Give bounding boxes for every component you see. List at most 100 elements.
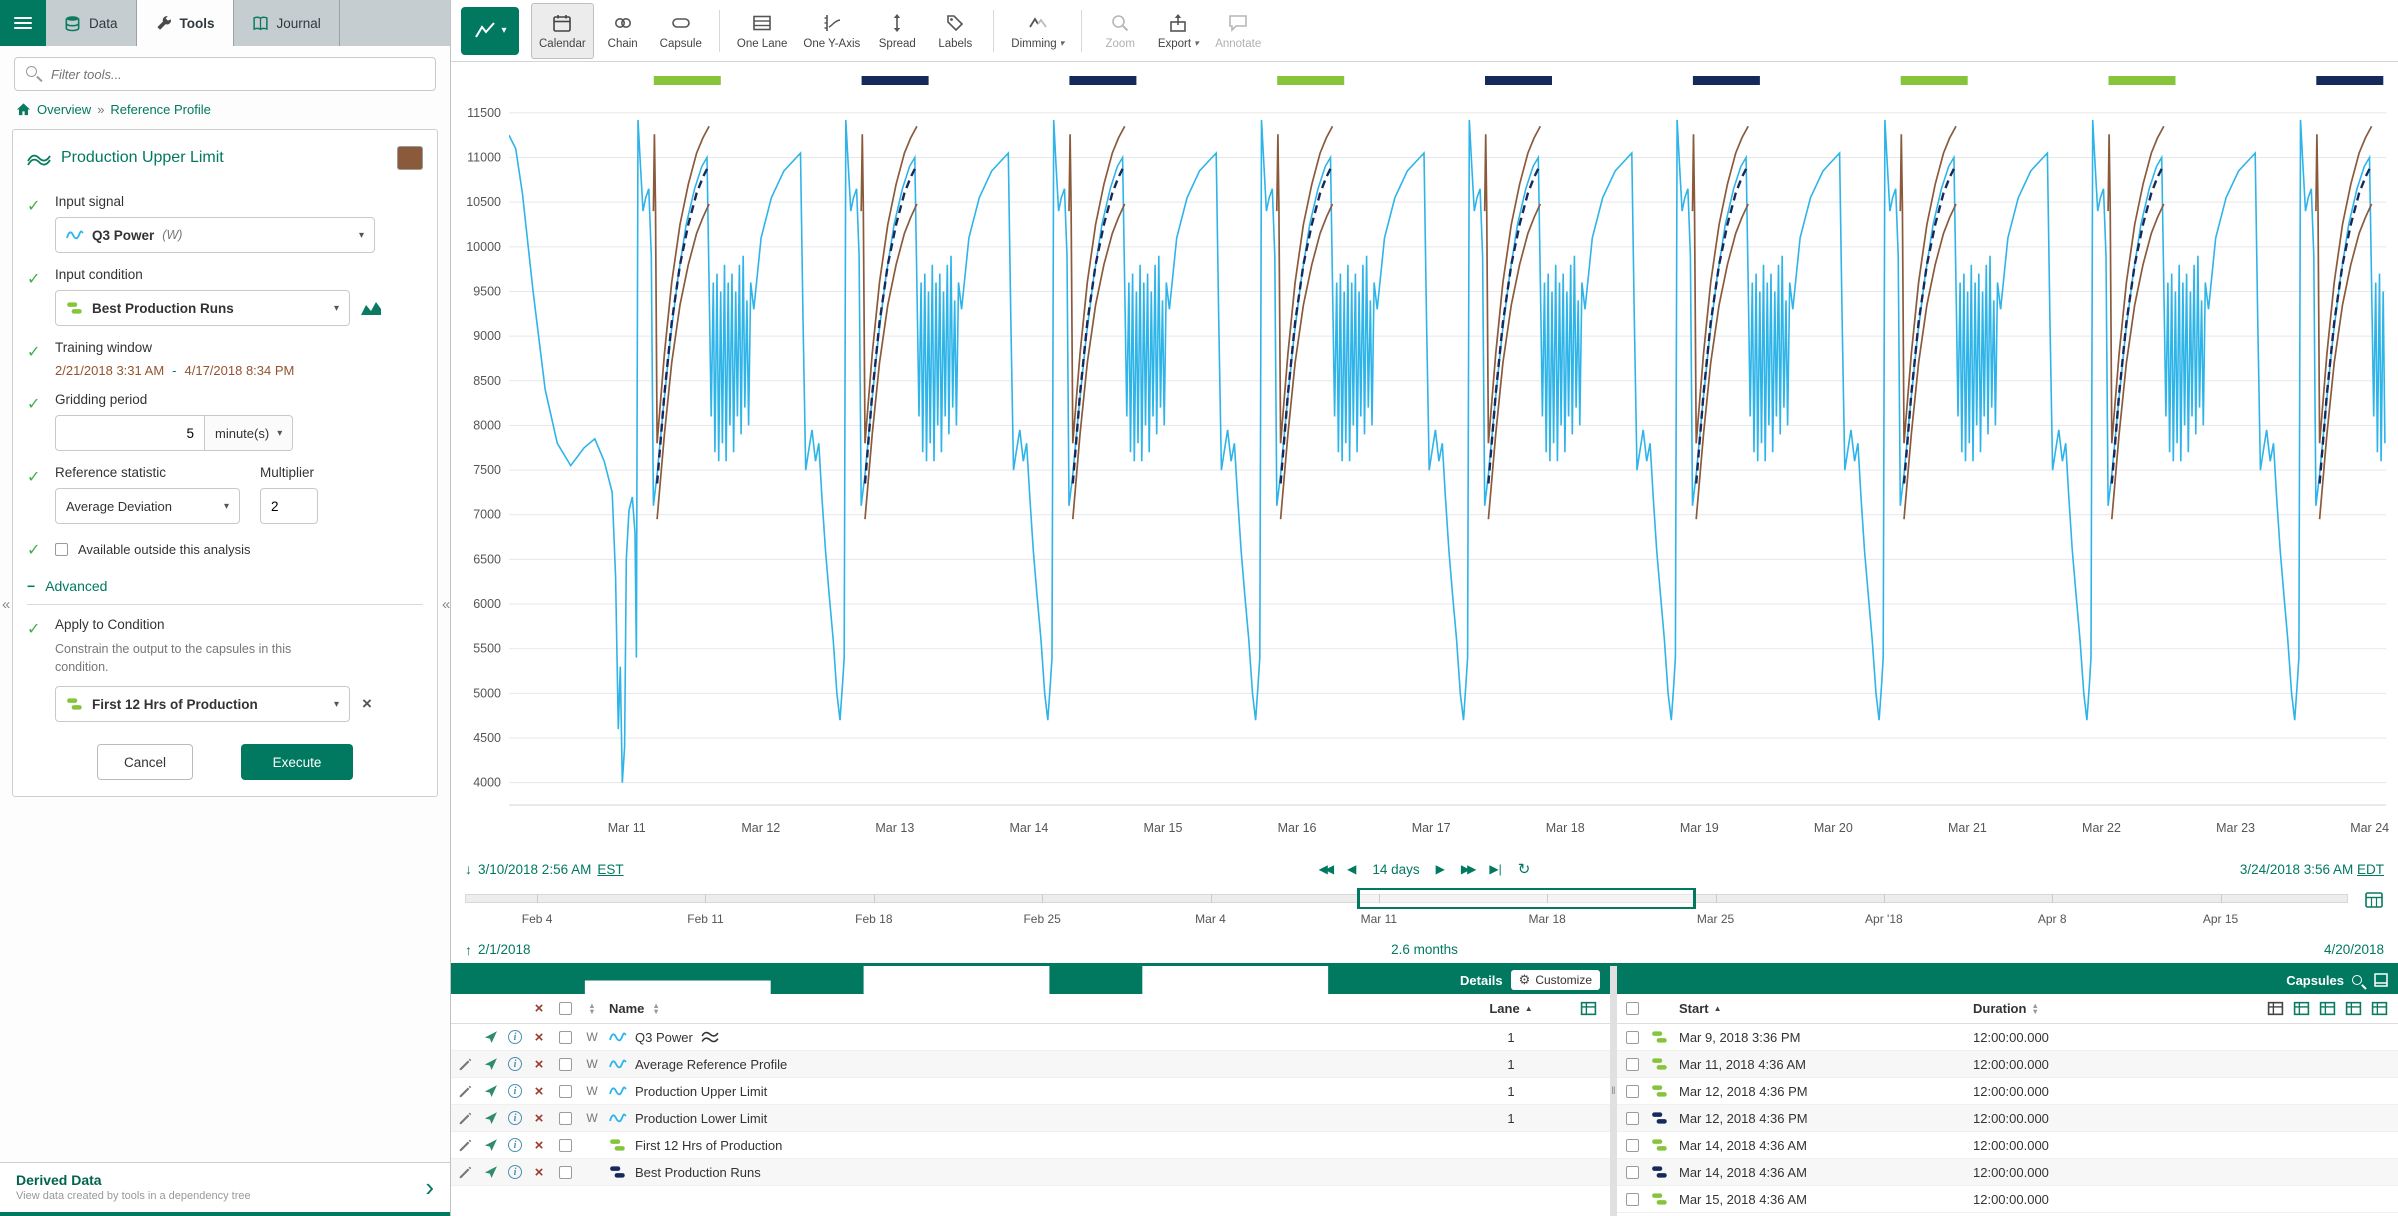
trend-send-icon[interactable] xyxy=(484,1084,498,1098)
scrubber-handle-left[interactable] xyxy=(1357,888,1360,909)
trend-send-icon[interactable] xyxy=(484,1138,498,1152)
remove-icon[interactable]: × xyxy=(535,1030,544,1045)
tab-tools[interactable]: Tools xyxy=(137,0,234,46)
capsule-row[interactable]: Mar 11, 2018 4:36 AM12:00:00.000 xyxy=(1617,1051,2398,1078)
toolbar-dimming-button[interactable]: Dimming▾ xyxy=(1003,3,1072,59)
row-checkbox[interactable] xyxy=(559,1031,572,1044)
details-row[interactable]: i × Best Production Runs xyxy=(451,1159,1610,1186)
lane-column-header[interactable]: Lane xyxy=(1489,1001,1519,1016)
tab-journal[interactable]: Journal xyxy=(234,0,340,46)
toolbar-calendar-button[interactable]: Calendar xyxy=(531,3,594,59)
info-icon[interactable]: i xyxy=(508,1165,522,1179)
collapse-panel-icon[interactable] xyxy=(2374,973,2388,987)
edit-icon[interactable] xyxy=(458,1165,472,1179)
item-name[interactable]: Best Production Runs xyxy=(631,1165,1456,1180)
row-checkbox[interactable] xyxy=(1626,1166,1639,1179)
start-column-header[interactable]: Start xyxy=(1679,1001,1709,1016)
details-row[interactable]: i×WAverage Reference Profile1 xyxy=(451,1051,1610,1078)
sort-icon[interactable]: ▲▼ xyxy=(2031,1003,2038,1014)
edit-icon[interactable] xyxy=(458,1057,472,1071)
input-condition-dropdown[interactable]: Best Production Runs ▾ xyxy=(55,290,350,326)
available-outside-checkbox[interactable] xyxy=(55,543,68,556)
search-capsules-icon[interactable] xyxy=(2352,975,2362,985)
info-icon[interactable]: i xyxy=(508,1057,522,1071)
row-checkbox[interactable] xyxy=(559,1085,572,1098)
row-checkbox[interactable] xyxy=(1626,1085,1639,1098)
toolbar-capsule-button[interactable]: Capsule xyxy=(652,3,710,59)
toolbar-spread-button[interactable]: Spread xyxy=(868,3,926,59)
info-icon[interactable]: i xyxy=(508,1030,522,1044)
duration-column-header[interactable]: Duration xyxy=(1973,1001,2026,1016)
capsule-row[interactable]: Mar 15, 2018 4:36 AM12:00:00.000 xyxy=(1617,1186,2398,1213)
details-row[interactable]: i×WProduction Lower Limit1 xyxy=(451,1105,1610,1132)
toolbar-zoom-button[interactable]: Zoom xyxy=(1091,3,1149,59)
execute-button[interactable]: Execute xyxy=(241,744,353,780)
trend-send-icon[interactable] xyxy=(484,1030,498,1044)
row-checkbox[interactable] xyxy=(1626,1193,1639,1206)
remove-icon[interactable]: × xyxy=(535,1138,544,1153)
filter-tools-input[interactable] xyxy=(14,57,436,91)
range-end[interactable]: 3/24/2018 3:56 AM EDT xyxy=(2240,862,2384,877)
gridding-value-input[interactable] xyxy=(55,415,205,451)
sort-icon[interactable]: ▲▼ xyxy=(652,1003,659,1014)
range-start[interactable]: ↓ 3/10/2018 2:56 AM EST xyxy=(465,861,624,877)
gridding-unit-select[interactable]: minute(s) ▾ xyxy=(205,415,293,451)
step-forward-icon[interactable]: ▶ xyxy=(1436,862,1445,876)
row-checkbox[interactable] xyxy=(559,1139,572,1152)
remove-icon[interactable]: × xyxy=(535,1111,544,1126)
edit-icon[interactable] xyxy=(458,1084,472,1098)
input-signal-dropdown[interactable]: Q3 Power (W) ▾ xyxy=(55,217,375,253)
row-checkbox[interactable] xyxy=(1626,1139,1639,1152)
step-back-much-icon[interactable]: ◀◀ xyxy=(1319,862,1331,876)
trend-send-icon[interactable] xyxy=(484,1165,498,1179)
table-view-icon[interactable] xyxy=(2267,1000,2284,1017)
tab-data[interactable]: Data xyxy=(46,0,137,46)
remove-icon[interactable]: × xyxy=(535,1057,544,1072)
export-table-icon[interactable] xyxy=(2371,1000,2388,1017)
scrubber-calendar-icon[interactable] xyxy=(2364,890,2384,913)
toolbar-export-button[interactable]: Export▾ xyxy=(1149,3,1207,59)
info-icon[interactable]: i xyxy=(508,1084,522,1098)
step-back-icon[interactable]: ◀ xyxy=(1347,862,1356,876)
trend-chart-svg[interactable]: 4000450050005500600065007000750080008500… xyxy=(451,62,2398,852)
toolbar-one-y-axis-button[interactable]: One Y-Axis xyxy=(795,3,868,59)
remove-icon[interactable]: × xyxy=(535,1165,544,1180)
scrubber-handle-right[interactable] xyxy=(1693,888,1696,909)
range-duration[interactable]: 14 days xyxy=(1372,862,1419,877)
select-all-capsules-checkbox[interactable] xyxy=(1626,1002,1639,1015)
sort-icon[interactable]: ▲▼ xyxy=(588,1003,595,1014)
remove-icon[interactable]: × xyxy=(535,1084,544,1099)
name-column-header[interactable]: Name xyxy=(609,1001,644,1016)
auto-update-icon[interactable]: ↻ xyxy=(1518,860,1531,878)
toolbar-annotate-button[interactable]: Annotate xyxy=(1207,3,1269,59)
row-checkbox[interactable] xyxy=(1626,1058,1639,1071)
trend-send-icon[interactable] xyxy=(484,1057,498,1071)
edit-icon[interactable] xyxy=(458,1111,472,1125)
color-swatch[interactable] xyxy=(397,146,423,170)
capsule-row[interactable]: Mar 9, 2018 3:36 PM12:00:00.000 xyxy=(1617,1024,2398,1051)
capsule-row[interactable]: Mar 12, 2018 4:36 PM12:00:00.000 xyxy=(1617,1105,2398,1132)
range-end-timezone[interactable]: EDT xyxy=(2357,862,2384,877)
item-name[interactable]: Q3 Power xyxy=(631,1030,1456,1045)
clear-condition-button[interactable]: × xyxy=(362,694,372,714)
cancel-button[interactable]: Cancel xyxy=(97,744,193,780)
chart-type-button[interactable]: ▾ xyxy=(461,7,519,55)
row-checkbox[interactable] xyxy=(1626,1112,1639,1125)
row-checkbox[interactable] xyxy=(559,1058,572,1071)
info-icon[interactable]: i xyxy=(508,1138,522,1152)
collapse-left-edge-handle[interactable]: « xyxy=(2,596,10,613)
trend-chart[interactable]: 4000450050005500600065007000750080008500… xyxy=(451,62,2398,852)
row-checkbox[interactable] xyxy=(1626,1031,1639,1044)
overall-start[interactable]: ↑ 2/1/2018 xyxy=(465,942,531,958)
add-signal-column-icon[interactable] xyxy=(2345,1000,2362,1017)
row-checkbox[interactable] xyxy=(559,1166,572,1179)
advanced-toggle[interactable]: − Advanced xyxy=(27,578,423,605)
step-forward-much-icon[interactable]: ▶▶ xyxy=(1461,862,1473,876)
customize-button[interactable]: ⚙ Customize xyxy=(1511,970,1600,990)
item-name[interactable]: First 12 Hrs of Production xyxy=(631,1138,1456,1153)
add-property-column-icon[interactable] xyxy=(2319,1000,2336,1017)
details-row[interactable]: i×WQ3 Power1 xyxy=(451,1024,1610,1051)
row-checkbox[interactable] xyxy=(559,1112,572,1125)
item-name[interactable]: Production Upper Limit xyxy=(631,1084,1456,1099)
training-end[interactable]: 4/17/2018 8:34 PM xyxy=(185,363,295,378)
